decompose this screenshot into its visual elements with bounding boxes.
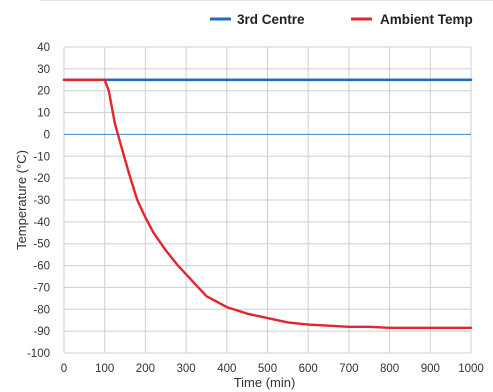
axis-labels: 0 100 200 300 400 500 600 700 800 900 100040302010… <box>14 42 484 390</box>
top-divider <box>40 0 493 1</box>
y-tick-label-10: -60 <box>33 261 50 273</box>
y-tick-label-8: -40 <box>33 217 50 229</box>
x-tick-label-5: 500 <box>258 363 277 375</box>
legend: 3rd Centre Ambient Temp <box>210 12 473 27</box>
y-tick-label-14: -100 <box>27 348 50 360</box>
y-tick-label-9: -50 <box>33 239 50 251</box>
x-tick-label-0: 0 <box>61 363 67 375</box>
legend-label-0: 3rd Centre <box>237 12 305 27</box>
y-tick-label-13: -90 <box>33 326 50 338</box>
x-axis-title: Time (min) <box>234 375 296 390</box>
y-tick-label-2: 20 <box>37 86 50 98</box>
y-tick-label-12: -80 <box>33 304 50 316</box>
y-tick-label-5: -10 <box>33 151 50 163</box>
legend-label-1: Ambient Temp <box>380 12 473 27</box>
x-tick-label-3: 300 <box>177 363 196 375</box>
x-tick-label-2: 200 <box>136 363 155 375</box>
x-tick-label-7: 700 <box>339 363 358 375</box>
x-tick-label-1: 100 <box>95 363 114 375</box>
y-tick-label-6: -20 <box>33 173 50 185</box>
x-tick-label-10: 1000 <box>458 363 484 375</box>
y-tick-label-3: 10 <box>37 108 50 120</box>
x-tick-label-4: 400 <box>217 363 236 375</box>
series-layer <box>62 78 473 330</box>
y-tick-label-11: -70 <box>33 282 50 294</box>
y-tick-label-4: 0 <box>44 129 50 141</box>
y-axis-title: Temperature (°C) <box>14 150 29 250</box>
y-tick-label-7: -30 <box>33 195 50 207</box>
x-tick-label-9: 900 <box>421 363 440 375</box>
y-tick-label-1: 30 <box>37 64 50 76</box>
grid <box>63 46 472 354</box>
x-tick-label-6: 600 <box>299 363 318 375</box>
y-tick-label-0: 40 <box>37 42 50 54</box>
x-tick-label-8: 800 <box>380 363 399 375</box>
series-line-1 <box>62 78 473 330</box>
